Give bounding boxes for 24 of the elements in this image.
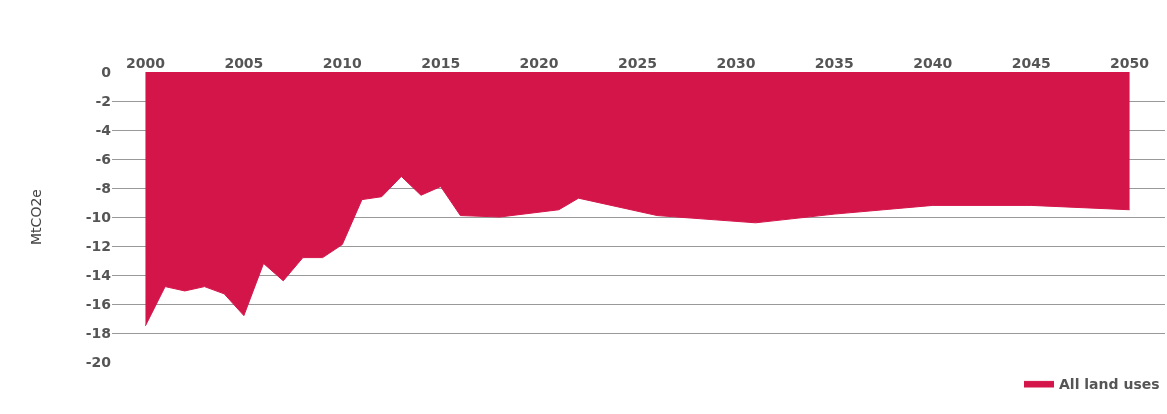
x-tick-label: 2020 [519, 55, 559, 72]
x-tick-label: 2015 [421, 55, 461, 72]
y-tick-label: -6 [95, 150, 111, 167]
y-tick-label: -2 [95, 92, 111, 109]
x-tick-label: 2050 [1110, 55, 1150, 72]
x-tick-label: 2030 [716, 55, 756, 72]
y-tick-label: -8 [95, 179, 111, 196]
y-tick-label: -20 [85, 353, 112, 370]
y-tick-label: 0 [101, 63, 112, 80]
y-tick-label: -10 [85, 208, 112, 225]
x-tick-label: 2035 [814, 55, 854, 72]
y-tick-label: -12 [85, 237, 111, 254]
x-tick-label: 2000 [125, 55, 166, 72]
x-tick-label: 2010 [322, 55, 363, 72]
y-tick-label: -4 [95, 121, 112, 138]
y-tick-label: -14 [85, 266, 112, 283]
x-tick-label: 2025 [618, 55, 657, 72]
x-tick-label: 2005 [224, 55, 264, 72]
y-axis-title: MtCO2e [28, 189, 45, 245]
x-tick-label: 2040 [913, 55, 953, 72]
y-tick-label: -16 [85, 295, 111, 312]
x-tick-label: 2045 [1011, 55, 1051, 72]
y-tick-label: -18 [85, 324, 111, 341]
legend-label: All land uses [1059, 375, 1160, 392]
